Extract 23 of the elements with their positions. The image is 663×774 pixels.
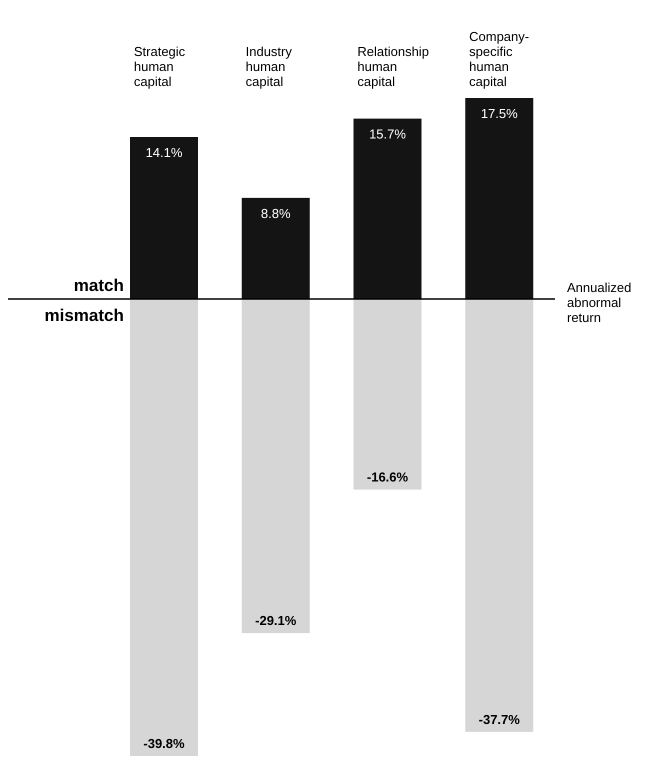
data-label: 17.5%: [480, 106, 518, 121]
data-label: -37.7%: [478, 712, 520, 727]
bar: [465, 298, 534, 732]
x-tick-label: Industry human capital: [246, 44, 292, 89]
y-axis-title: Annualized abnormal return: [567, 280, 632, 325]
series-label: match: [74, 276, 124, 295]
bar: [242, 198, 310, 299]
bar: [130, 298, 198, 756]
data-label: -29.1%: [255, 613, 297, 628]
data-label: 15.7%: [369, 126, 406, 142]
data-label: 14.1%: [146, 145, 183, 160]
series-label: mismatch: [44, 306, 124, 325]
bar: [354, 118, 422, 299]
bar: [465, 98, 534, 299]
bar: [354, 298, 422, 490]
x-tick-label: Strategic human capital: [134, 44, 186, 89]
x-tick-label: Company-specific human capital: [469, 29, 530, 89]
data-label: -39.8%: [143, 736, 186, 751]
bar: [242, 298, 310, 634]
x-tick-label: Relationship human capital: [357, 44, 429, 89]
data-label: 8.8%: [260, 206, 291, 221]
bar: [130, 137, 198, 299]
data-label: -16.6%: [366, 470, 409, 485]
